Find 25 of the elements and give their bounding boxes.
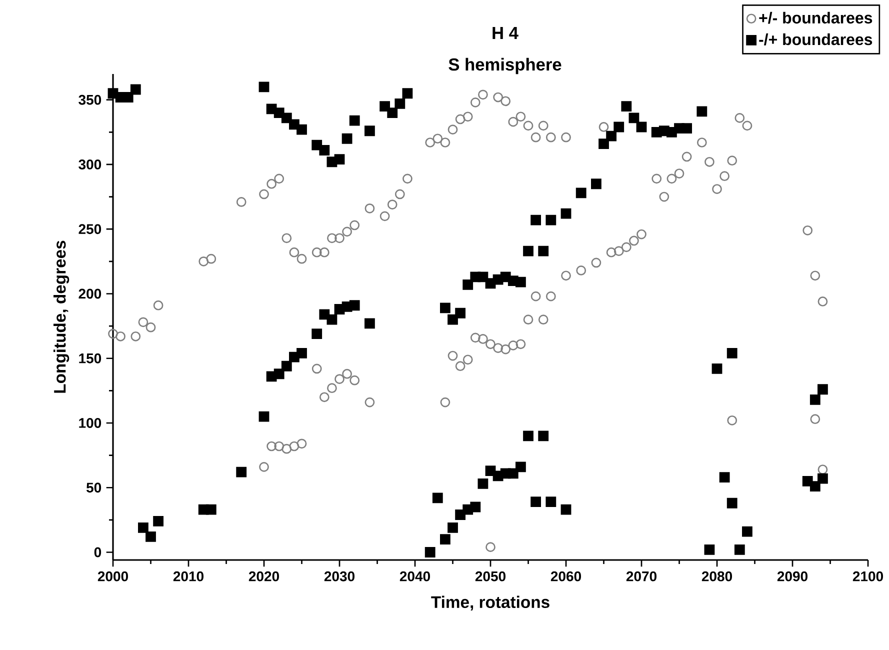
- x-tick-label: 2020: [248, 571, 279, 582]
- y-tick-label: 250: [78, 224, 102, 234]
- y-tick-label: 50: [86, 482, 102, 493]
- y-tick-label: 0: [94, 547, 102, 558]
- x-tick-label: 2080: [702, 571, 732, 582]
- y-tick-label: 200: [78, 288, 102, 299]
- x-tick-label: 2030: [324, 571, 354, 582]
- x-tick-label: 2050: [475, 571, 506, 582]
- y-tick-label: 350: [78, 94, 102, 105]
- chart-title: H 4: [492, 27, 518, 39]
- x-axis-title: Time, rotations: [431, 596, 550, 610]
- x-tick-label: 2100: [852, 571, 883, 582]
- y-tick-label: 100: [79, 418, 102, 428]
- x-tick-label: 2040: [400, 571, 430, 582]
- y-axis-title: Longitude, degrees: [53, 240, 70, 393]
- x-tick-label: 2090: [777, 571, 808, 582]
- legend-label: -/+ boundarees: [759, 33, 872, 46]
- y-tick-label: 150: [79, 353, 102, 364]
- x-tick-label: 2010: [173, 571, 204, 582]
- x-tick-label: 2070: [626, 571, 656, 582]
- chart-subtitle: S hemisphere: [448, 58, 562, 74]
- y-tick-label: 300: [78, 160, 102, 170]
- x-tick-label: 2060: [550, 571, 581, 582]
- legend-label: +/- boundarees: [759, 12, 872, 24]
- x-tick-label: 2000: [98, 571, 128, 582]
